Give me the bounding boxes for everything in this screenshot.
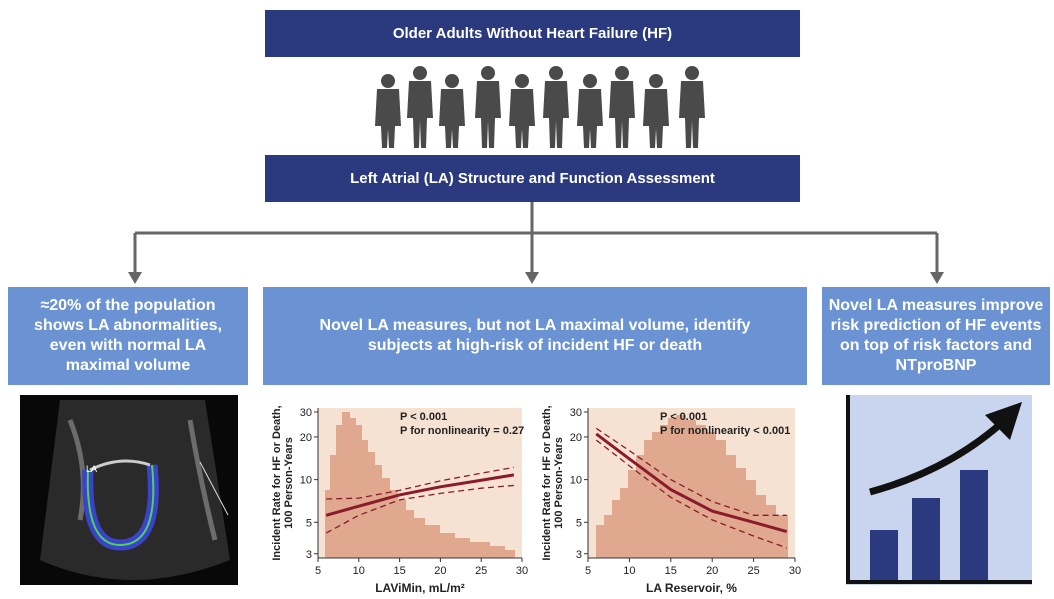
box-line: subjects at high-risk of incident HF or … (368, 336, 702, 356)
silhouette-head (685, 66, 699, 80)
echo-label: LA (86, 464, 97, 474)
silhouette-head (549, 66, 563, 80)
silhouette-body (679, 81, 705, 148)
silhouette-body (509, 89, 535, 148)
box-line: Novel LA measures improve (829, 296, 1044, 316)
silhouette-head (445, 74, 459, 88)
box-line: risk prediction of HF events (831, 316, 1042, 336)
silhouette-body (475, 81, 501, 148)
silhouette-body (577, 89, 603, 148)
page: { "header": {"title": "Older Adults With… (0, 0, 1054, 599)
silhouette-body (609, 81, 635, 148)
finding-box: Novel LA measures, but not LA maximal vo… (263, 287, 807, 385)
box-line: on top of risk factors and (840, 336, 1032, 356)
silhouette-body (543, 81, 569, 148)
box-line: NTproBNP (896, 356, 977, 376)
silhouette-body (643, 89, 669, 148)
box-line: shows LA abnormalities, (34, 316, 222, 336)
subtitle-banner: Left Atrial (LA) Structure and Function … (265, 155, 800, 202)
silhouette-head (615, 66, 629, 80)
box-line: maximal volume (66, 356, 191, 376)
silhouette-head (413, 66, 427, 80)
subtitle: Left Atrial (LA) Structure and Function … (350, 170, 715, 187)
box-line: even with normal LA (50, 336, 206, 356)
silhouette-head (381, 74, 395, 88)
box-line: Novel LA measures, but not LA maximal vo… (320, 316, 751, 336)
silhouette-body (375, 89, 401, 148)
silhouette-head (649, 74, 663, 88)
silhouette-body (407, 81, 433, 148)
echo-image: LA (20, 395, 238, 585)
trend-icon (846, 395, 1032, 585)
histogram-decor (318, 408, 795, 558)
silhouette-head (481, 66, 495, 80)
silhouette-head (583, 74, 597, 88)
connector (135, 202, 937, 274)
arrowheads (128, 272, 944, 284)
silhouette-head (515, 74, 529, 88)
silhouette-body (439, 89, 465, 148)
box-line: ≈20% of the population (41, 296, 216, 316)
